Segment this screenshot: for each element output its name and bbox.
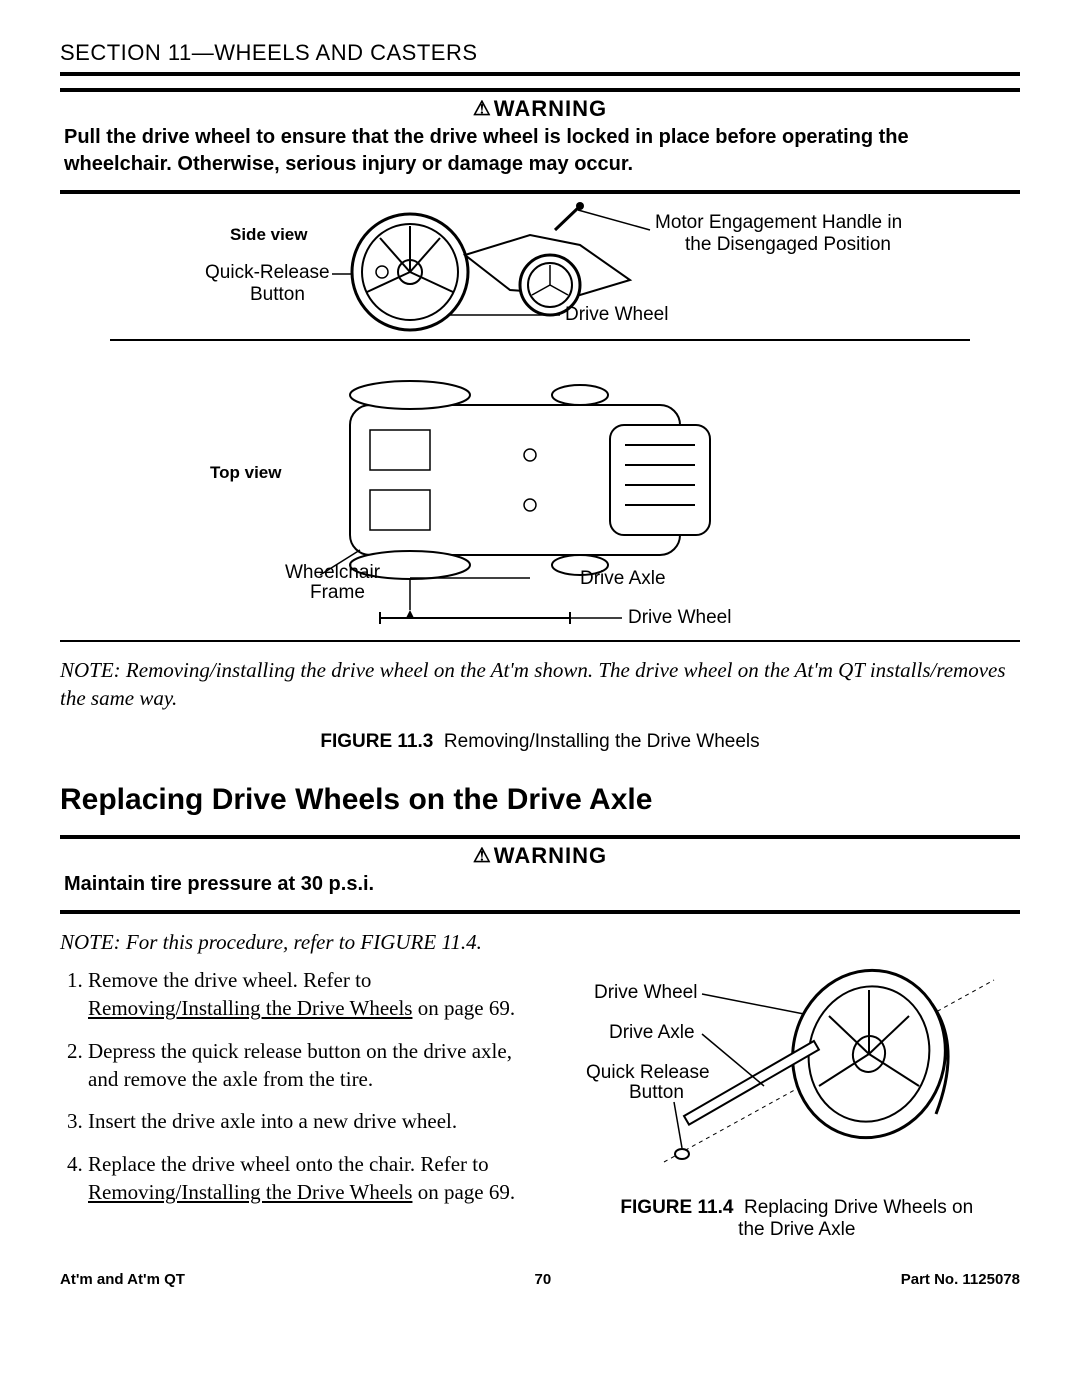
label-button: Button [250, 284, 305, 305]
page-footer: At'm and At'm QT 70 Part No. 1125078 [60, 1271, 1020, 1288]
warning-title-1: ⚠WARNING [60, 92, 1020, 124]
section-title: Replacing Drive Wheels on the Drive Axle [60, 783, 1020, 817]
label-drive-wheel-fig2: Drive Wheel [594, 982, 697, 1003]
figure-side-view: Side view Quick-Release Button [110, 200, 970, 360]
figure-caption-11-4: FIGURE 11.4 Replacing Drive Wheels on th… [574, 1197, 1020, 1241]
warning-title-text-2: WARNING [494, 843, 607, 868]
warning-body-1: Pull the drive wheel to ensure that the … [60, 124, 1020, 188]
figure-caption-bold: FIGURE 11.3 [320, 731, 433, 752]
footer-left: At'm and At'm QT [60, 1271, 185, 1288]
link-removing-installing: Removing/Installing the Drive Wheels [88, 996, 412, 1020]
footer-right: Part No. 1125078 [901, 1271, 1020, 1288]
figure-caption-bold-2: FIGURE 11.4 [620, 1197, 733, 1218]
figure-11-4: Drive Wheel Drive Axle Quick Release But… [574, 966, 1004, 1186]
label-top-view: Top view [210, 463, 282, 482]
figure-note: NOTE: Removing/installing the drive whee… [60, 656, 1020, 713]
warning-icon: ⚠ [473, 96, 492, 121]
warning-box-2: ⚠WARNING Maintain tire pressure at 30 p.… [60, 835, 1020, 914]
label-motor-l2: the Disengaged Position [685, 234, 891, 255]
label-drive-wheel-side: Drive Wheel [565, 304, 668, 325]
figure-caption-text-2b: the Drive Axle [738, 1219, 855, 1240]
figure-top-view: Top view Wheelchair Frame [110, 360, 970, 640]
section-header: SECTION 11—WHEELS AND CASTERS [60, 40, 1020, 66]
label-drive-wheel-top: Drive Wheel [628, 607, 731, 628]
warning-box-1: ⚠WARNING Pull the drive wheel to ensure … [60, 88, 1020, 194]
procedure-note: NOTE: For this procedure, refer to FIGUR… [60, 928, 1020, 956]
warning-title-2: ⚠WARNING [60, 839, 1020, 871]
step-2: Depress the quick release button on the … [88, 1037, 544, 1094]
footer-page-number: 70 [534, 1271, 551, 1288]
procedure-steps: Remove the drive wheel. Refer to Removin… [60, 966, 544, 1206]
warning-body-2: Maintain tire pressure at 30 p.s.i. [60, 871, 1020, 908]
figure-caption-11-3: FIGURE 11.3 Removing/Installing the Driv… [60, 731, 1020, 753]
label-frame: Frame [310, 582, 365, 603]
header-rule [60, 72, 1020, 76]
link-removing-installing-2: Removing/Installing the Drive Wheels [88, 1180, 412, 1204]
label-motor-l1: Motor Engagement Handle in [655, 212, 902, 233]
label-wheelchair: Wheelchair [285, 562, 381, 583]
warning-title-text: WARNING [494, 96, 607, 121]
figure-caption-text-2a: Replacing Drive Wheels on [744, 1197, 973, 1218]
warning-icon: ⚠ [473, 843, 492, 868]
step-3: Insert the drive axle into a new drive w… [88, 1107, 544, 1135]
label-drive-axle-fig2: Drive Axle [609, 1022, 695, 1043]
label-quick-release: Quick-Release [205, 262, 330, 283]
figure-caption-text: Removing/Installing the Drive Wheels [444, 731, 760, 752]
step-4: Replace the drive wheel onto the chair. … [88, 1150, 544, 1207]
figure-11-3: Side view Quick-Release Button [60, 200, 1020, 753]
label-drive-axle: Drive Axle [580, 568, 666, 589]
label-side-view: Side view [230, 225, 308, 244]
label-button-fig2: Button [629, 1082, 684, 1103]
label-quick-release-fig2: Quick Release [586, 1062, 710, 1083]
step-1: Remove the drive wheel. Refer to Removin… [88, 966, 544, 1023]
